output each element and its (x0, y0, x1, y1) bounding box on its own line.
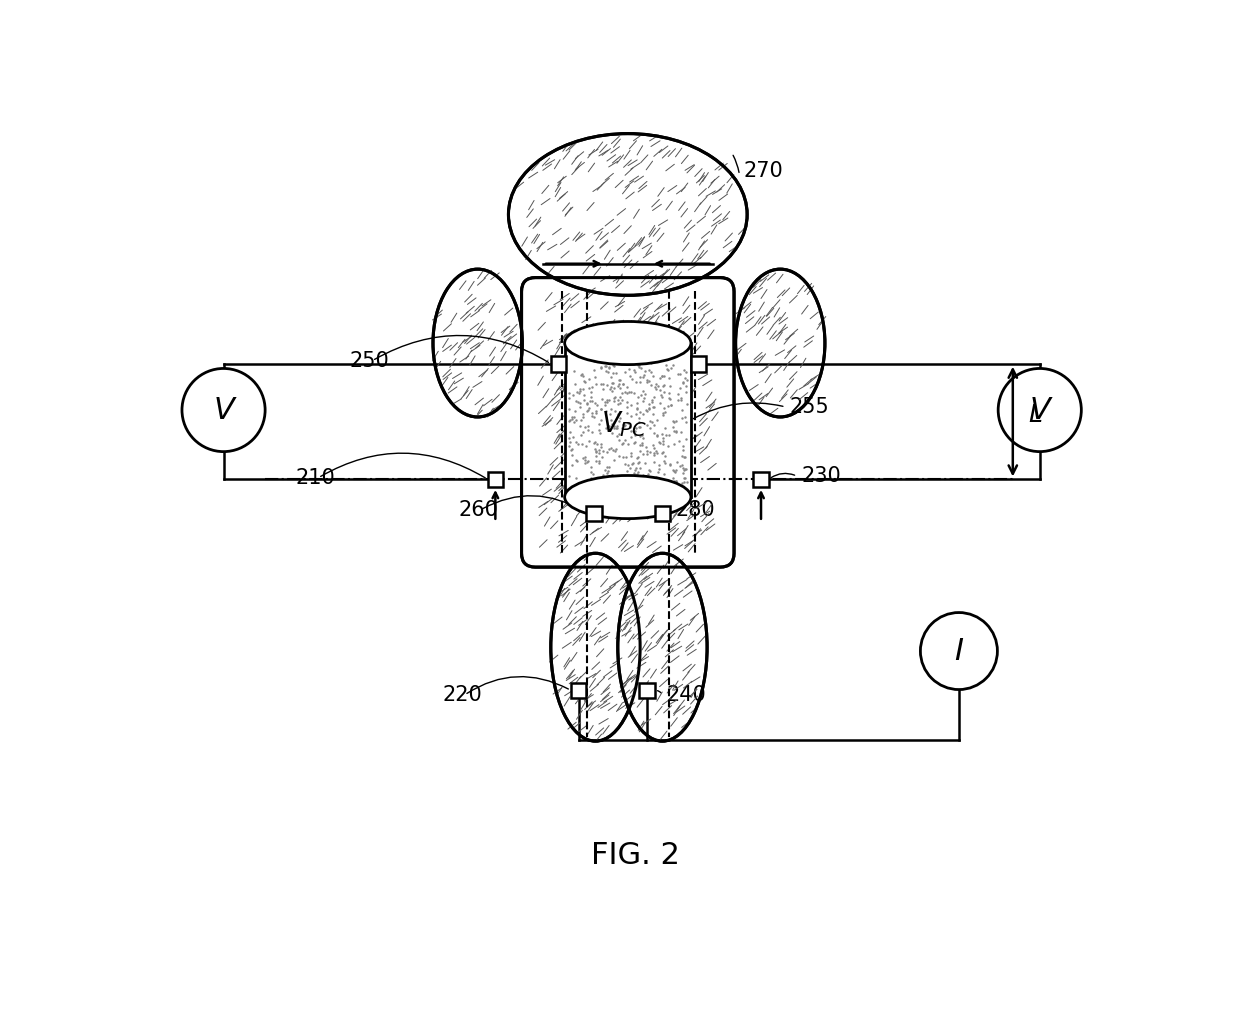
Bar (570, 683, 587, 698)
Text: 210: 210 (295, 468, 335, 488)
Text: 255: 255 (790, 397, 830, 417)
Bar (587, 506, 601, 521)
FancyBboxPatch shape (522, 278, 734, 568)
Bar (551, 356, 567, 372)
Text: 280: 280 (676, 501, 715, 520)
Ellipse shape (735, 269, 825, 417)
Text: 270: 270 (743, 162, 782, 181)
Text: L: L (1028, 403, 1042, 426)
Text: FIG. 2: FIG. 2 (591, 840, 680, 869)
Text: 250: 250 (350, 351, 389, 371)
Circle shape (998, 369, 1081, 451)
Ellipse shape (564, 476, 691, 519)
Ellipse shape (564, 321, 691, 365)
Text: I: I (955, 637, 963, 665)
Bar (655, 506, 670, 521)
Ellipse shape (508, 134, 748, 296)
Text: V: V (213, 396, 234, 424)
Circle shape (920, 613, 997, 689)
Ellipse shape (551, 553, 640, 742)
Text: 260: 260 (459, 501, 498, 520)
Bar (691, 356, 707, 372)
Text: 220: 220 (443, 685, 482, 705)
Text: 240: 240 (666, 685, 706, 705)
Bar (564, 343, 691, 497)
Text: $V_{PC}$: $V_{PC}$ (601, 409, 647, 439)
Circle shape (182, 369, 265, 451)
Ellipse shape (433, 269, 522, 417)
Text: V: V (1029, 396, 1050, 424)
Text: 230: 230 (801, 467, 841, 486)
Ellipse shape (618, 553, 707, 742)
Bar (754, 472, 769, 487)
Bar (640, 683, 655, 698)
Bar (487, 472, 503, 487)
